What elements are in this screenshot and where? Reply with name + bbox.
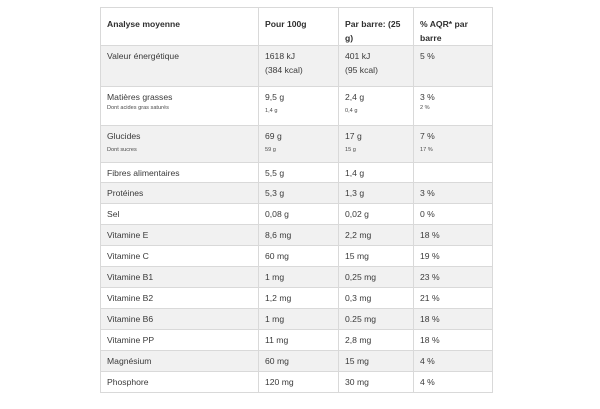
row-label: Vitamine B6 [100, 308, 259, 330]
cell-aqr: 23 % [413, 266, 493, 288]
row-label: Fibres alimentaires [100, 162, 259, 183]
cell-aqr: 18 % [413, 224, 493, 246]
table-row: Valeur énergétique 1618 kJ (384 kcal) 40… [100, 45, 493, 87]
cell-per-100g: 69 g 59 g [258, 125, 339, 163]
cell-aqr: 4 % [413, 371, 493, 393]
row-label: Magnésium [100, 350, 259, 372]
cell-per-bar: 1,3 g [338, 182, 414, 204]
cell-per-bar: 2,8 mg [338, 329, 414, 351]
table-row: Vitamine E 8,6 mg 2,2 mg 18 % [100, 224, 493, 246]
cell-per-100g: 8,6 mg [258, 224, 339, 246]
header-aqr: % AQR* par barre [413, 7, 493, 46]
cell-per-bar: 2,2 mg [338, 224, 414, 246]
row-label: Vitamine E [100, 224, 259, 246]
cell-per-bar: 0,25 mg [338, 266, 414, 288]
header-analysis: Analyse moyenne [100, 7, 259, 46]
cell-aqr: 5 % [413, 45, 493, 87]
cell-aqr: 3 % 2 % [413, 86, 493, 126]
cell-per-bar: 401 kJ (95 kcal) [338, 45, 414, 87]
table-row: Vitamine B6 1 mg 0.25 mg 18 % [100, 308, 493, 330]
cell-aqr [413, 162, 493, 183]
nutrition-table: Analyse moyenne Pour 100g Par barre: (25… [100, 7, 493, 393]
table-row: Matières grasses Dont acides gras saturé… [100, 86, 493, 126]
table-header-row: Analyse moyenne Pour 100g Par barre: (25… [100, 7, 493, 46]
cell-per-bar: 0,3 mg [338, 287, 414, 309]
cell-aqr: 7 % 17 % [413, 125, 493, 163]
cell-per-100g: 5,3 g [258, 182, 339, 204]
cell-aqr: 18 % [413, 329, 493, 351]
cell-per-100g: 60 mg [258, 350, 339, 372]
cell-per-100g: 1 mg [258, 266, 339, 288]
row-label: Vitamine B1 [100, 266, 259, 288]
row-label: Vitamine PP [100, 329, 259, 351]
cell-per-bar: 2,4 g 0,4 g [338, 86, 414, 126]
cell-per-100g: 60 mg [258, 245, 339, 267]
cell-aqr: 3 % [413, 182, 493, 204]
row-label: Vitamine C [100, 245, 259, 267]
row-label: Vitamine B2 [100, 287, 259, 309]
cell-per-100g: 1,2 mg [258, 287, 339, 309]
table-row: Protéines 5,3 g 1,3 g 3 % [100, 182, 493, 204]
cell-per-100g: 1 mg [258, 308, 339, 330]
cell-per-bar: 1,4 g [338, 162, 414, 183]
table-row: Vitamine B1 1 mg 0,25 mg 23 % [100, 266, 493, 288]
cell-aqr: 21 % [413, 287, 493, 309]
cell-aqr: 19 % [413, 245, 493, 267]
table-row: Sel 0,08 g 0,02 g 0 % [100, 203, 493, 225]
table-row: Vitamine PP 11 mg 2,8 mg 18 % [100, 329, 493, 351]
header-per-bar: Par barre: (25 g) [338, 7, 414, 46]
cell-per-100g: 0,08 g [258, 203, 339, 225]
row-label: Valeur énergétique [100, 45, 259, 87]
table-row: Fibres alimentaires 5,5 g 1,4 g [100, 162, 493, 183]
cell-per-100g: 120 mg [258, 371, 339, 393]
cell-aqr: 18 % [413, 308, 493, 330]
cell-per-100g: 1618 kJ (384 kcal) [258, 45, 339, 87]
cell-per-bar: 17 g 15 g [338, 125, 414, 163]
table-row: Glucides Dont sucres 69 g 59 g 17 g 15 g… [100, 125, 493, 163]
row-label: Protéines [100, 182, 259, 204]
cell-per-100g: 9,5 g 1,4 g [258, 86, 339, 126]
table-row: Vitamine B2 1,2 mg 0,3 mg 21 % [100, 287, 493, 309]
row-label: Sel [100, 203, 259, 225]
cell-aqr: 4 % [413, 350, 493, 372]
cell-per-bar: 30 mg [338, 371, 414, 393]
header-per-100g: Pour 100g [258, 7, 339, 46]
cell-per-bar: 0.25 mg [338, 308, 414, 330]
table-row: Vitamine C 60 mg 15 mg 19 % [100, 245, 493, 267]
row-label: Matières grasses Dont acides gras saturé… [100, 86, 259, 126]
cell-per-bar: 0,02 g [338, 203, 414, 225]
table-row: Phosphore 120 mg 30 mg 4 % [100, 371, 493, 393]
cell-per-100g: 11 mg [258, 329, 339, 351]
cell-per-bar: 15 mg [338, 350, 414, 372]
row-label: Glucides Dont sucres [100, 125, 259, 163]
cell-per-100g: 5,5 g [258, 162, 339, 183]
cell-per-bar: 15 mg [338, 245, 414, 267]
cell-aqr: 0 % [413, 203, 493, 225]
nutrition-table-container: Analyse moyenne Pour 100g Par barre: (25… [100, 7, 493, 393]
table-row: Magnésium 60 mg 15 mg 4 % [100, 350, 493, 372]
row-label: Phosphore [100, 371, 259, 393]
